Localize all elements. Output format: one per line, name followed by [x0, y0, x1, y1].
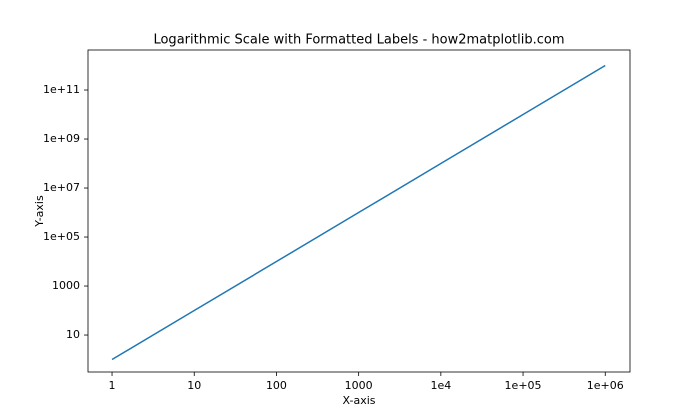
y-tick-label: 1e+11	[43, 83, 80, 96]
y-axis-label: Y-axis	[33, 195, 46, 228]
chart-title: Logarithmic Scale with Formatted Labels …	[153, 33, 564, 48]
x-tick-label: 1e4	[430, 379, 451, 392]
x-tick-label: 1e+06	[587, 379, 624, 392]
x-axis-label: X-axis	[343, 394, 376, 407]
y-tick-label: 1e+05	[43, 230, 80, 243]
x-tick-label: 1e+05	[505, 379, 542, 392]
data-line	[111, 64, 606, 361]
y-tick-label: 1e+09	[43, 132, 80, 145]
x-tick-label: 10	[187, 379, 201, 392]
y-tick-label: 1000	[52, 279, 80, 292]
y-tick-label: 1e+07	[43, 181, 80, 194]
x-tick-label: 1	[109, 379, 116, 392]
plot-frame	[87, 49, 631, 373]
x-tick-label: 1000	[345, 379, 373, 392]
x-tick-label: 100	[266, 379, 287, 392]
y-tick-label: 10	[66, 328, 80, 341]
